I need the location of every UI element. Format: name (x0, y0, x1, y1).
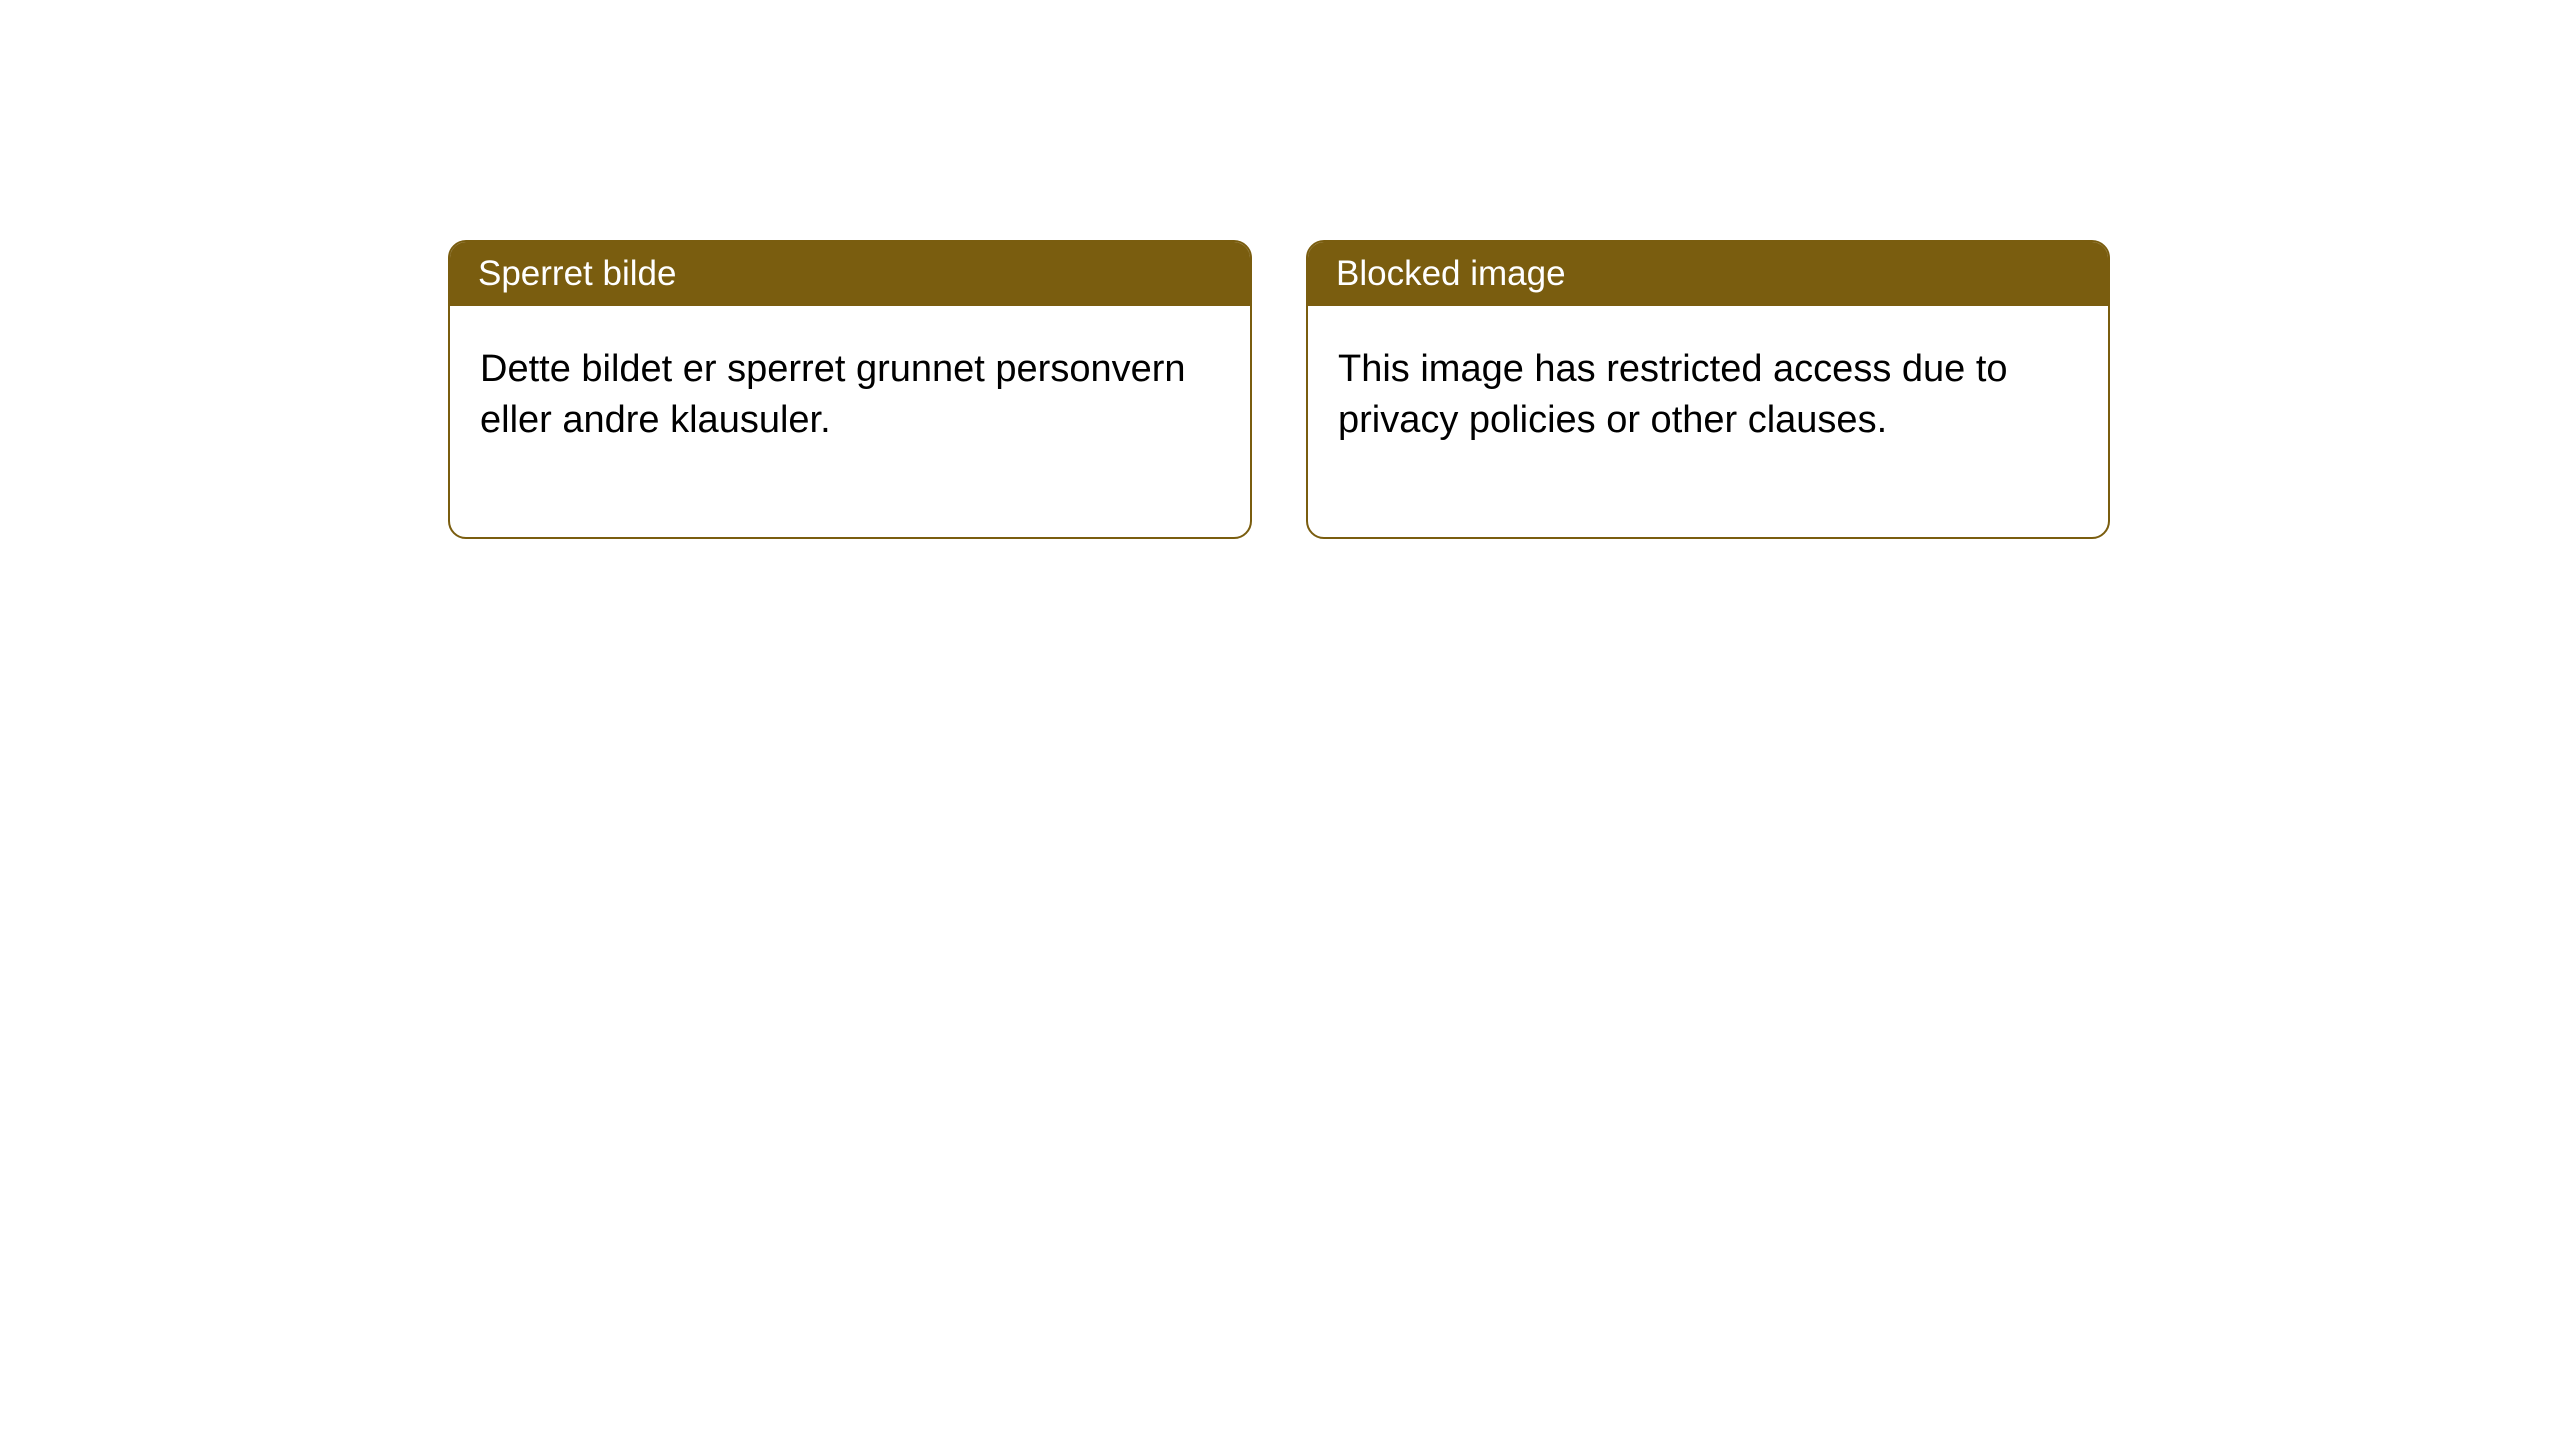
notice-cards-container: Sperret bilde Dette bildet er sperret gr… (448, 240, 2110, 539)
notice-card-norwegian: Sperret bilde Dette bildet er sperret gr… (448, 240, 1252, 539)
notice-header-english: Blocked image (1308, 242, 2108, 306)
notice-card-english: Blocked image This image has restricted … (1306, 240, 2110, 539)
notice-body-english: This image has restricted access due to … (1308, 306, 2108, 537)
notice-header-norwegian: Sperret bilde (450, 242, 1250, 306)
notice-body-norwegian: Dette bildet er sperret grunnet personve… (450, 306, 1250, 537)
